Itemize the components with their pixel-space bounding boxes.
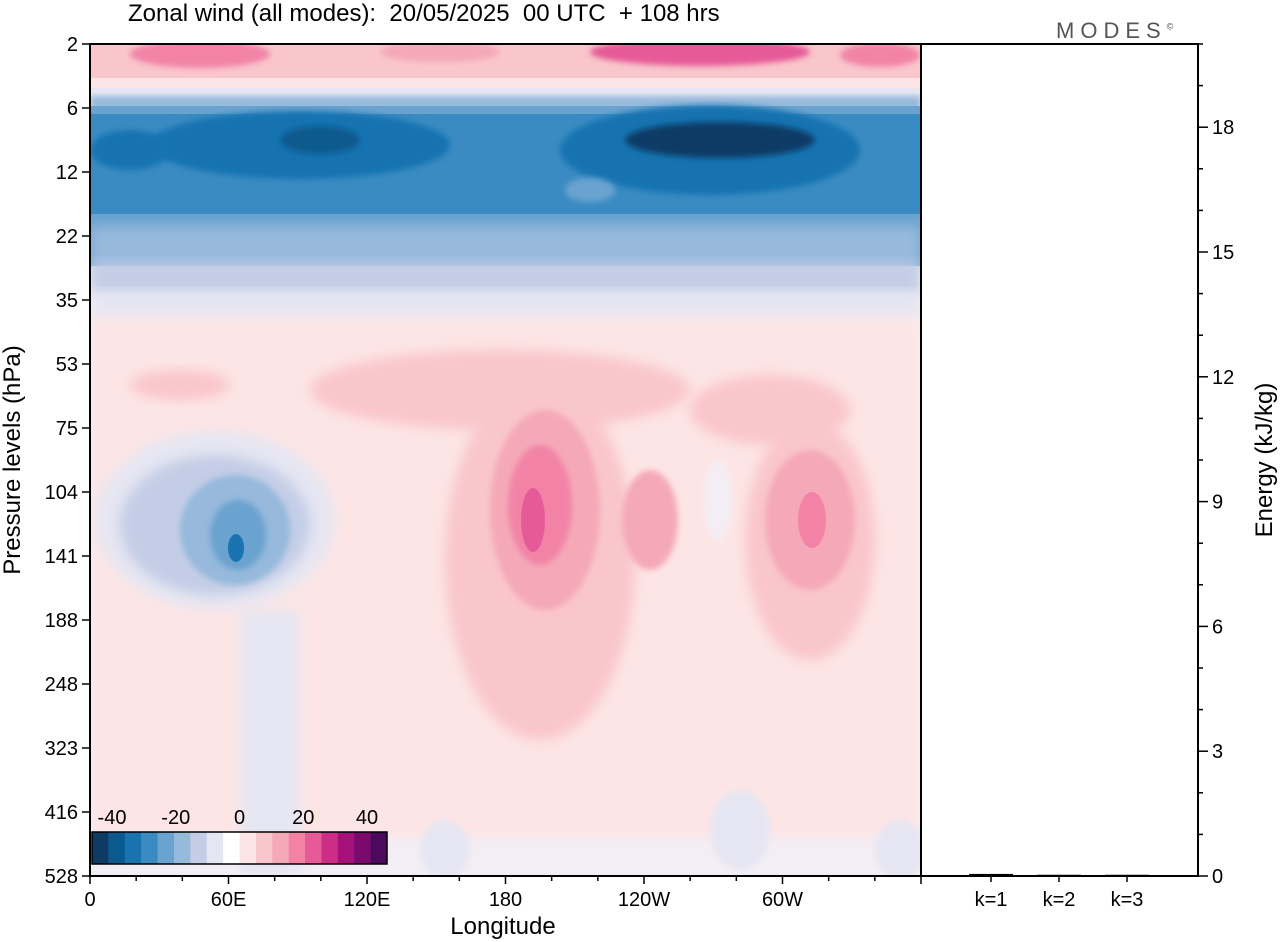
- colorbar-swatch: [173, 832, 191, 864]
- x-axis-label: Longitude: [450, 913, 555, 940]
- y-tick-label: 6: [67, 98, 78, 120]
- y-axis-label: Pressure levels (hPa): [0, 345, 26, 574]
- y-tick-label: 248: [45, 674, 78, 696]
- colorbar-swatch: [354, 832, 372, 864]
- y-tick-label: 323: [45, 738, 78, 760]
- energy-y-tick-label: 6: [1212, 616, 1223, 638]
- y-tick-label: 528: [45, 866, 78, 888]
- energy-panel-frame: [920, 43, 1199, 877]
- colorbar-frame: [91, 831, 388, 865]
- heatmap-field: [90, 44, 921, 876]
- colorbar-swatch: [337, 832, 355, 864]
- energy-x-tick-label: k=2: [1043, 889, 1076, 911]
- colorbar-swatch: [206, 832, 224, 864]
- energy-y-tick-label: 12: [1212, 367, 1234, 389]
- colorbar-tick-label: -40: [98, 807, 127, 829]
- energy-y-tick-label: 0: [1212, 866, 1223, 888]
- energy-y-tick-label: 9: [1212, 492, 1223, 514]
- energy-x-tick-label: k=3: [1111, 889, 1144, 911]
- y-tick-label: 22: [56, 226, 78, 248]
- y-tick-label: 141: [45, 546, 78, 568]
- colorbar-swatch: [124, 832, 142, 864]
- colorbar-swatch: [305, 832, 322, 864]
- colorbar-tick-label: -20: [161, 807, 190, 829]
- brand-text: MODES: [1056, 18, 1167, 43]
- colorbar-swatch: [157, 832, 175, 864]
- colorbar-swatch: [239, 832, 257, 864]
- y-tick-label: 12: [56, 162, 78, 184]
- x-tick-label: 120W: [618, 889, 670, 911]
- colorbar-swatch: [288, 832, 306, 864]
- colorbar-swatch: [255, 832, 273, 864]
- x-tick-label: 60E: [211, 889, 247, 911]
- y-tick-label: 53: [56, 354, 78, 376]
- energy-y-tick-label: 18: [1212, 117, 1234, 139]
- x-tick-label: 60W: [762, 889, 803, 911]
- y-tick-label: 416: [45, 802, 78, 824]
- energy-bar: [969, 873, 1013, 876]
- energy-y-tick-label: 3: [1212, 741, 1223, 763]
- energy-axis-label: Energy (kJ/kg): [1251, 383, 1278, 538]
- y-tick-label: 75: [56, 418, 78, 440]
- colorbar-tick-label: 0: [234, 807, 245, 829]
- y-tick-label: 188: [45, 610, 78, 632]
- y-tick-label: 104: [45, 482, 78, 504]
- colorbar-swatch: [272, 832, 290, 864]
- energy-y-tick-label: 15: [1212, 242, 1234, 264]
- brand-logo: MODES©: [1056, 18, 1173, 44]
- energy-x-tick-label: k=1: [975, 889, 1008, 911]
- x-tick-label: 120E: [344, 889, 391, 911]
- colorbar-swatch: [370, 832, 388, 864]
- colorbar-tick-label: 20: [292, 807, 314, 829]
- colorbar-swatch: [141, 832, 159, 864]
- x-tick-label: 180: [489, 889, 522, 911]
- heatmap-axes: 2 6 12 22 35 53 75 104 141 188 248 323 416 528 0 60E 120…: [45, 34, 922, 911]
- brand-mark: ©: [1166, 21, 1174, 32]
- x-tick-label: 0: [84, 889, 95, 911]
- colorbar-swatch: [223, 832, 240, 864]
- colorbar-swatch: [92, 832, 109, 864]
- colorbar: -40 -20 0 20 40: [91, 807, 388, 865]
- energy-axes: 0 3 6 9 12 15 18 k=1 k=2 k=3: [969, 43, 1234, 911]
- colorbar-swatch: [190, 832, 208, 864]
- energy-bar: [1105, 874, 1149, 876]
- colorbar-swatch: [108, 832, 126, 864]
- energy-bar: [1037, 874, 1081, 876]
- y-tick-label: 35: [56, 290, 78, 312]
- chart-title: Zonal wind (all modes): 20/05/2025 00 UT…: [128, 0, 720, 27]
- y-tick-label: 2: [67, 34, 78, 56]
- colorbar-tick-label: 40: [356, 807, 378, 829]
- colorbar-swatch: [321, 832, 339, 864]
